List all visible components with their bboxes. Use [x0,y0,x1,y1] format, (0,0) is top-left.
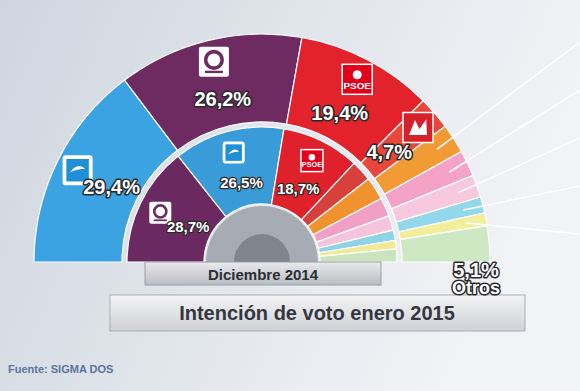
logo-frame [342,64,372,94]
leader-line [437,42,580,149]
background [0,0,580,391]
logo-circle [206,52,223,69]
leader-line [466,223,580,234]
logo-body [225,144,242,161]
title: Intención de voto enero 2015 [179,302,455,324]
logo-frame [199,47,229,77]
data-label: 4,7% [366,141,412,163]
logo-frame [403,113,433,143]
data-label: 26,2% [194,88,251,110]
logo-circle [154,205,166,217]
category-label: PSOE [302,160,322,169]
logo-frame [301,150,323,172]
category-label: Otros [452,278,500,298]
page: {"chart_data": [ {"type": "semidonut", "… [0,0,580,391]
logo-bar [205,71,223,73]
data-label: 28,7% [167,218,210,235]
title-box [145,262,381,285]
hub-center [234,234,290,262]
logo-frame [223,142,245,164]
logo-podemos [199,47,229,77]
logo-iu [403,113,433,143]
data-label: 18,7% [277,180,320,197]
ring [127,127,397,262]
logo-bird [228,150,239,155]
logo-psoe: PSOE [342,64,372,94]
data-label: 29,4% [83,176,140,198]
ring [34,34,490,262]
logo-bar [154,219,167,221]
data-label: 19,4% [311,102,368,124]
logo-rose [353,70,362,79]
slice [400,226,490,262]
logo-shape [409,119,427,135]
leader-line [450,90,580,172]
title-box [110,295,525,331]
subtitle: Diciembre 2014 [208,266,319,283]
slice [178,127,284,217]
slice [320,249,397,262]
leader-line [463,186,580,210]
logo-psoe: PSOE [301,150,323,172]
leader-line [458,138,580,193]
source: Fuente: SIGMA DOS [8,363,113,375]
labels: 29,4%26,2%PSOE19,4%4,7%5,1%Otros28,7%26,… [63,47,500,298]
data-label: 26,5% [220,174,263,191]
logo-bird [70,166,85,172]
chart: Diciembre 2014 Intención de voto enero 20… [0,0,580,391]
category-label: PSOE [343,80,371,91]
logo-pp [223,142,245,164]
